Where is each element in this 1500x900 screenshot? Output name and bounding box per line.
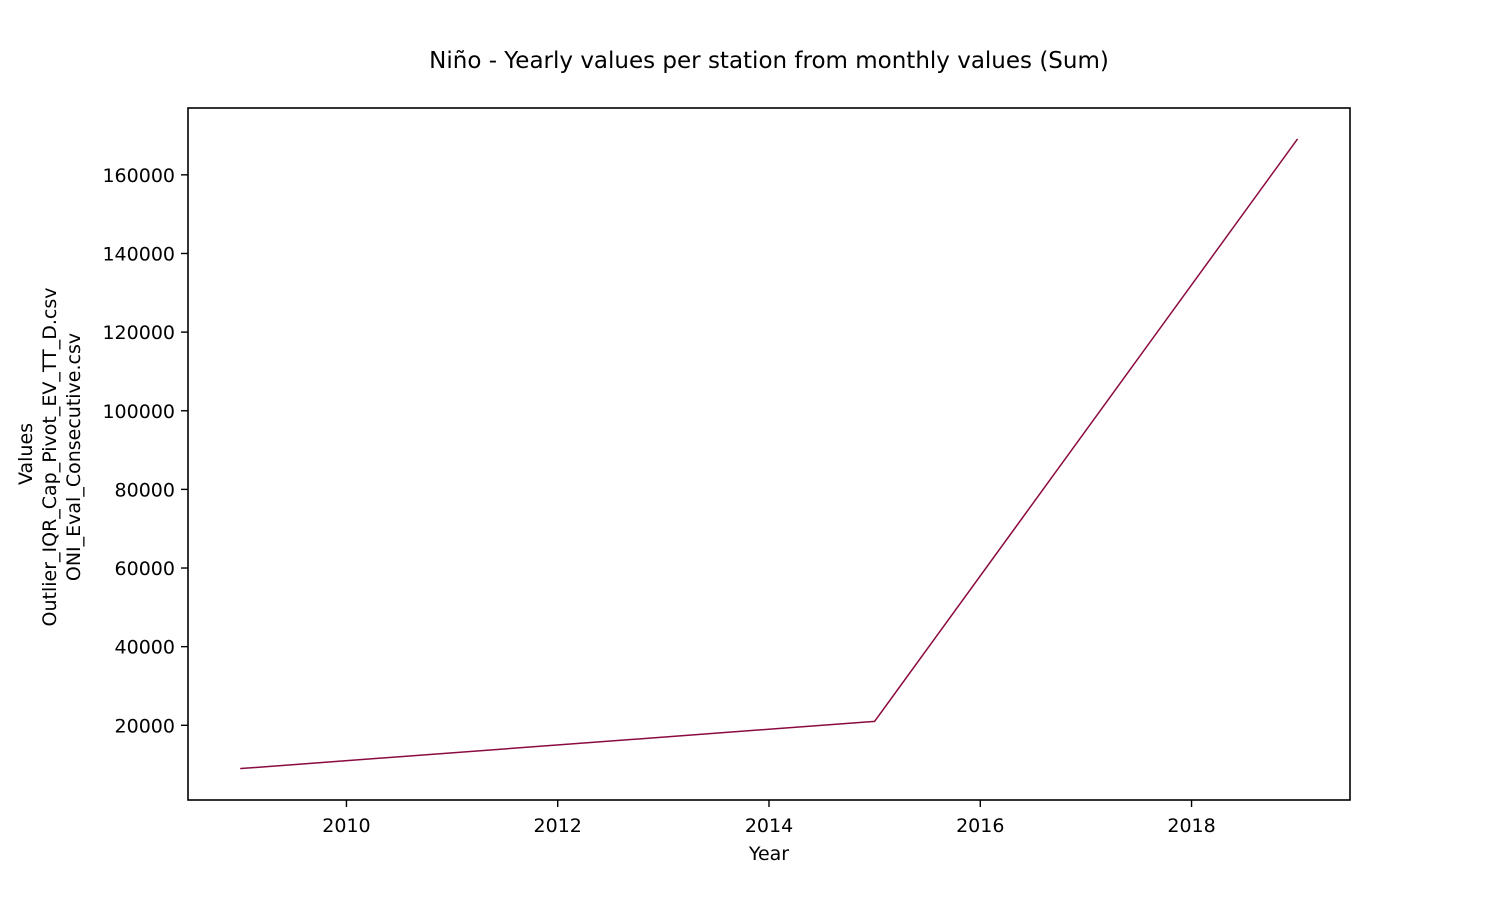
x-axis-title: Year — [748, 843, 789, 865]
data-point — [1296, 138, 1298, 141]
y-tick-label: 20000 — [115, 715, 175, 737]
y-tick-label: 160000 — [102, 165, 175, 187]
y-tick-label: 100000 — [102, 401, 175, 423]
y-axis-title-line-2: Outlier_IQR_Cap_Pivot_EV_TT_D.csv — [39, 287, 61, 626]
series-layer — [240, 138, 1298, 770]
y-tick-label: 140000 — [102, 243, 175, 265]
x-tick-label: 2016 — [956, 815, 1004, 837]
y-tick-label: 120000 — [102, 322, 175, 344]
y-axis-title-line-3: ONI_Eval_Consecutive.csv — [63, 333, 85, 581]
y-tick-label: 80000 — [115, 479, 175, 501]
x-tick-label: 2012 — [534, 815, 582, 837]
x-tick-label: 2014 — [745, 815, 793, 837]
y-tick-label: 40000 — [115, 637, 175, 659]
data-point — [240, 767, 242, 770]
y-tick-label: 60000 — [115, 558, 175, 580]
y-axis: 20000 40000 60000 80000 100000 120000 140000 16… — [102, 165, 188, 737]
y-axis-title: Values Outlier_IQR_Cap_Pivot_EV_TT_D.csv… — [15, 287, 85, 626]
chart-title: Niño - Yearly values per station from mo… — [429, 48, 1109, 74]
x-tick-label: 2010 — [322, 815, 370, 837]
x-axis: 2010 2012 2014 2016 2018 — [322, 800, 1216, 837]
x-tick-label: 2018 — [1167, 815, 1215, 837]
y-axis-title-line-1: Values — [15, 423, 37, 485]
data-point — [873, 720, 876, 723]
